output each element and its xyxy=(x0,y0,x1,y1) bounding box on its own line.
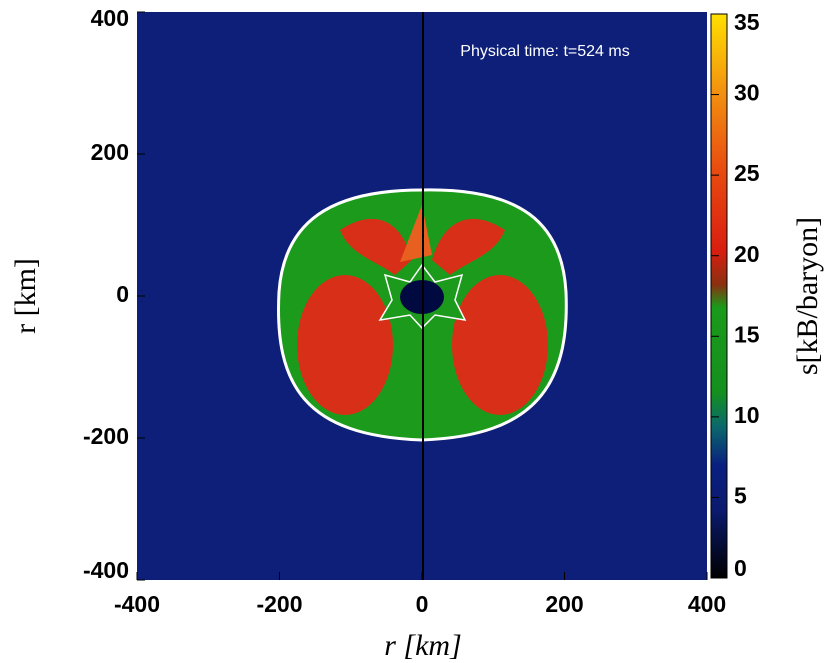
x-tick-label: 400 xyxy=(688,591,726,617)
y-axis-label: r [km] xyxy=(9,258,42,334)
annotation: Physical time: t=524 ms xyxy=(460,43,629,60)
plot-field: Physical time: t=524 ms xyxy=(137,12,707,580)
colorbar-tick-label: 25 xyxy=(734,160,760,186)
colorbar-tick-label: 15 xyxy=(734,321,760,347)
colorbar-tick-label: 35 xyxy=(734,9,760,35)
left-arm xyxy=(340,218,412,275)
y-tick-label: -400 xyxy=(83,557,129,583)
right-arm xyxy=(432,218,505,275)
x-tick-label: 0 xyxy=(416,591,429,617)
y-tick-label: 0 xyxy=(116,281,129,307)
colorbar-label: s[kB/baryon] xyxy=(791,217,824,375)
y-tick-label: 400 xyxy=(91,5,129,31)
x-tick-label: -200 xyxy=(256,591,302,617)
y-tick-label: 200 xyxy=(91,139,129,165)
x-tick-label: 200 xyxy=(545,591,583,617)
left-lobe xyxy=(297,275,393,415)
colorbar-tick-label: 30 xyxy=(734,80,760,106)
colorbar-tick-label: 5 xyxy=(734,483,747,509)
x-tick-label: -400 xyxy=(114,591,160,617)
colorbar-tick-label: 10 xyxy=(734,402,760,428)
y-tick-label: -200 xyxy=(83,423,129,449)
x-axis-label: r [km] xyxy=(384,629,462,662)
colorbar-tick-label: 0 xyxy=(734,555,747,581)
right-lobe xyxy=(452,275,548,415)
colorbar xyxy=(710,13,728,579)
colorbar-tick-label: 20 xyxy=(734,241,760,267)
